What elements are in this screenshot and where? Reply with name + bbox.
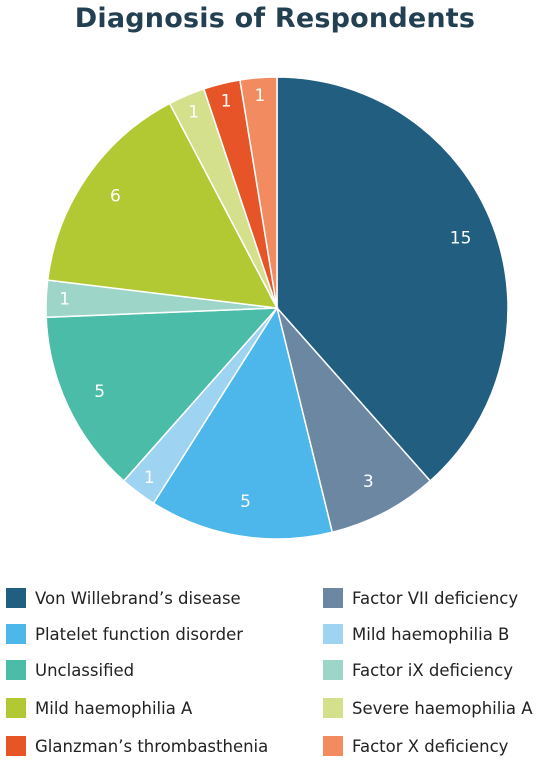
legend-label: Factor X deficiency xyxy=(352,736,509,756)
legend-item-severe-haemophilia-a: Severe haemophilia A xyxy=(323,696,533,720)
legend-label: Platelet function disorder xyxy=(35,624,244,644)
legend-item-glanzmans-thrombasthenia: Glanzman’s thrombasthenia xyxy=(6,734,268,758)
legend-swatch xyxy=(323,660,343,680)
legend-item-mild-haemophilia-b: Mild haemophilia B xyxy=(323,622,509,646)
data-label-severe-haemophilia-a: 1 xyxy=(188,102,199,122)
pie-slice-factor-x-deficiency xyxy=(239,76,278,309)
legend-item-mild-haemophilia-a: Mild haemophilia A xyxy=(6,696,192,720)
legend-swatch xyxy=(6,624,26,644)
legend-label: Factor VII deficiency xyxy=(352,588,519,608)
legend-label: Mild haemophilia A xyxy=(35,698,193,718)
legend-item-factor-x-deficiency: Factor X deficiency xyxy=(323,734,508,758)
legend-swatch xyxy=(323,736,343,756)
legend-swatch xyxy=(323,588,343,608)
legend-item-unclassified: Unclassified xyxy=(6,658,134,682)
legend-label: Unclassified xyxy=(35,660,135,680)
legend-item-von-willebrands-disease: Von Willebrand’s disease xyxy=(6,586,241,610)
legend-item-platelet-function-disorder: Platelet function disorder xyxy=(6,622,243,646)
legend-swatch xyxy=(6,588,26,608)
data-label-platelet-function-disorder: 5 xyxy=(240,492,251,512)
data-label-factor-x-deficiency: 1 xyxy=(254,86,265,106)
legend-swatch xyxy=(323,624,343,644)
pie-slice-mild-haemophilia-a xyxy=(46,102,279,309)
data-label-mild-haemophilia-b: 1 xyxy=(144,468,155,488)
legend-label: Severe haemophilia A xyxy=(352,698,533,718)
chart-title: Diagnosis of Respondents xyxy=(74,3,476,34)
legend: Von Willebrand’s disease Factor VII defi… xyxy=(0,580,550,758)
legend-swatch xyxy=(323,698,343,718)
pie-slice-von-willebrands-disease xyxy=(276,76,509,482)
pie-slice-unclassified xyxy=(45,307,279,482)
data-label-von-willebrands-disease: 15 xyxy=(450,228,472,248)
legend-label: Von Willebrand’s disease xyxy=(35,588,241,608)
data-label-mild-haemophilia-a: 6 xyxy=(110,186,121,206)
legend-label: Mild haemophilia B xyxy=(352,624,510,644)
data-label-factor-ix-deficiency: 1 xyxy=(59,289,70,309)
legend-item-factor-ix-deficiency: Factor iX deficiency xyxy=(323,658,513,682)
data-label-unclassified: 5 xyxy=(94,382,105,402)
legend-label: Factor iX deficiency xyxy=(352,660,514,680)
legend-swatch xyxy=(6,736,26,756)
legend-label: Glanzman’s thrombasthenia xyxy=(35,736,269,756)
legend-item-factor-vii-deficiency: Factor VII deficiency xyxy=(323,586,518,610)
legend-swatch xyxy=(6,660,26,680)
pie-slice-factor-vii-deficiency xyxy=(276,307,432,534)
pie-slice-platelet-function-disorder xyxy=(152,306,334,540)
data-label-glanzmans-thrombasthenia: 1 xyxy=(221,92,232,112)
data-label-factor-vii-deficiency: 3 xyxy=(363,472,374,492)
legend-swatch xyxy=(6,698,26,718)
